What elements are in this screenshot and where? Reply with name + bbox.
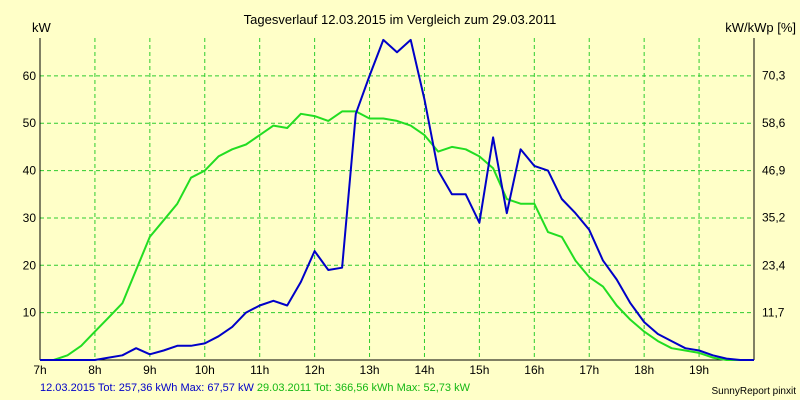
footer-series1-max-value: 67,57 kW (207, 382, 254, 394)
x-tick-label: 17h (579, 363, 599, 377)
y-tick-label-left: 50 (23, 116, 37, 130)
footer-series1: 12.03.2015 Tot: 257,36 kWh Max: 67,57 kW (40, 382, 257, 394)
x-tick-label: 12h (305, 363, 325, 377)
footer-series2-tot-value: 366,56 kWh (334, 382, 394, 394)
y-tick-label-right: 23,4 (762, 258, 786, 272)
y-axis-right-label: kW/kWp [%] (725, 20, 796, 35)
x-tick-label: 11h (250, 363, 269, 377)
footer-series2-tot-label: Tot: (314, 382, 332, 394)
footer-series2: 29.03.2011 Tot: 366,56 kWh Max: 52,73 kW (257, 382, 470, 394)
x-tick-label: 18h (634, 363, 654, 377)
x-tick-label: 15h (469, 363, 489, 377)
footer-series2-date: 29.03.2011 (256, 382, 312, 394)
series-line-29-03-2011 (40, 110, 754, 361)
x-tick-label: 16h (524, 363, 544, 377)
footer-series1-date: 12.03.2015 (40, 382, 96, 394)
x-tick-label: 10h (195, 363, 215, 377)
y-axis-left-label: kW (32, 20, 52, 35)
y-tick-label-right: 35,2 (762, 211, 786, 225)
footer-series2-max-value: 52,73 kW (423, 382, 470, 394)
x-tick-label: 19h (689, 363, 709, 377)
series-line-12-03-2015 (40, 38, 754, 361)
chart-title: Tagesverlauf 12.03.2015 im Vergleich zum… (244, 12, 557, 27)
footer-series1-tot-value: 257,36 kWh (118, 382, 178, 394)
x-tick-label: 13h (360, 363, 380, 377)
plot-area: 7h 8h 9h 10h 11h 12h 13h 14h 15h 16h 17h 18h 19h 10 20… (23, 38, 786, 377)
y-tick-label-right: 58,6 (762, 116, 786, 130)
y-tick-label-left: 10 (23, 306, 37, 320)
y-tick-label-right: 70,3 (762, 69, 786, 83)
x-tick-label: 14h (414, 363, 434, 377)
footer-series1-max-label: Max: (180, 382, 205, 394)
chart-footer: 12.03.2015 Tot: 257,36 kWh Max: 67,57 kW… (40, 382, 470, 394)
footer-series1-tot-label: Tot: (97, 382, 116, 394)
y-tick-label-left: 30 (23, 211, 37, 225)
credit-text: SunnyReport pinxit (711, 386, 797, 397)
y-tick-label-left: 60 (23, 69, 37, 83)
x-tick-label: 7h (33, 363, 46, 377)
y-tick-label-left: 20 (23, 258, 37, 272)
x-tick-label: 9h (143, 363, 156, 377)
y-tick-label-left: 40 (23, 164, 37, 178)
y-tick-label-right: 46,9 (762, 163, 786, 177)
footer-series2-max-label: Max: (396, 382, 421, 394)
x-tick-label: 8h (88, 363, 101, 377)
y-tick-label-right: 11,7 (762, 306, 785, 320)
